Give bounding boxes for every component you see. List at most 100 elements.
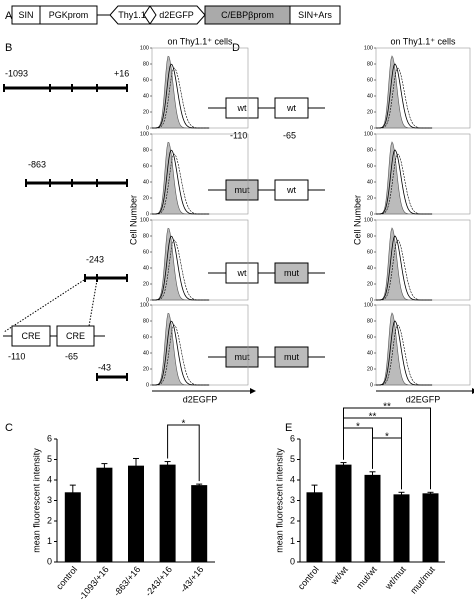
y-tick-label: 20 — [143, 109, 149, 115]
y-tick-label: 4 — [290, 474, 295, 484]
histogram-outline — [152, 149, 209, 215]
histogram-outline — [376, 235, 432, 301]
y-tick-label: 5 — [47, 454, 52, 464]
y-tick-label: 40 — [143, 350, 149, 356]
y-tick-label: 80 — [143, 147, 149, 153]
x-tick-label: mut/wt — [354, 564, 379, 591]
y-tick-label: 100 — [140, 217, 149, 223]
y-tick-label: 0 — [146, 382, 149, 388]
y-tick-label: 2 — [290, 515, 295, 525]
site-box — [274, 97, 309, 119]
histogram-title: on Thy1.1⁺ cells — [390, 36, 456, 46]
site-box — [225, 97, 259, 119]
y-tick-label: 100 — [364, 217, 373, 223]
panel-label: E — [285, 422, 292, 434]
y-tick-label: 2 — [47, 515, 52, 525]
site-box — [274, 262, 309, 284]
significance-bracket — [343, 427, 373, 469]
position-label: -863 — [28, 159, 46, 169]
site-label: mut — [284, 268, 300, 278]
y-tick-label: 20 — [367, 109, 373, 115]
axis-title: Cell Number — [352, 195, 362, 245]
axis-title: mean fluorescent intensity — [31, 448, 41, 553]
y-tick-label: 20 — [367, 281, 373, 287]
site-label: mut — [284, 352, 300, 362]
y-tick-label: 80 — [143, 61, 149, 67]
construct-label: PGKprom — [49, 10, 89, 20]
y-tick-label: 0 — [290, 556, 295, 566]
y-tick-label: 60 — [367, 77, 373, 83]
histogram-outline — [376, 149, 432, 215]
y-tick-label: 3 — [47, 495, 52, 505]
histogram-filled — [152, 55, 210, 129]
significance-label: * — [356, 422, 360, 433]
y-tick-label: 80 — [367, 61, 373, 67]
y-tick-label: 80 — [143, 318, 149, 324]
site-label: mut — [234, 185, 250, 195]
y-tick-label: 1 — [290, 536, 295, 546]
y-tick-label: 0 — [370, 125, 373, 131]
histogram-dashed — [376, 67, 432, 129]
significance-label: * — [181, 419, 185, 430]
y-tick-label: 40 — [143, 93, 149, 99]
cre-label: CRE — [66, 331, 85, 341]
y-tick-label: 3 — [290, 495, 295, 505]
arrow-head — [250, 388, 256, 394]
site-box — [225, 262, 259, 284]
position-label: -65 — [283, 130, 296, 140]
cre-box — [56, 325, 95, 347]
zoom-line — [87, 279, 98, 333]
position-label: -43 — [98, 362, 111, 372]
site-box — [225, 179, 259, 201]
site-label: wt — [237, 268, 247, 278]
y-tick-label: 4 — [47, 474, 52, 484]
bar — [393, 494, 410, 562]
panel-label: A — [5, 10, 13, 22]
site-label: wt — [237, 103, 247, 113]
site-label: wt — [286, 185, 296, 195]
x-tick-label: wt/mut — [383, 564, 409, 592]
y-tick-label: 0 — [370, 211, 373, 217]
y-tick-label: 80 — [367, 318, 373, 324]
construct-element — [39, 5, 98, 25]
y-tick-label: 40 — [143, 179, 149, 185]
construct-element — [149, 5, 206, 25]
construct-element — [289, 5, 341, 25]
site-box — [225, 346, 259, 368]
histogram-dashed — [152, 67, 209, 129]
position-label: -65 — [65, 351, 78, 361]
x-tick-label: control — [296, 564, 321, 591]
construct-label: SIN — [18, 10, 33, 20]
y-tick-label: 60 — [143, 249, 149, 255]
histogram-outline — [152, 63, 209, 129]
x-tick-label: -243/+16 — [143, 564, 174, 598]
significance-label: * — [385, 432, 389, 443]
histogram-outline — [152, 320, 209, 386]
y-tick-label: 0 — [146, 297, 149, 303]
x-tick-label: -1093/+16 — [77, 564, 111, 602]
y-tick-label: 60 — [367, 334, 373, 340]
y-tick-label: 20 — [367, 366, 373, 372]
histogram-dashed — [152, 324, 209, 386]
y-tick-label: 60 — [143, 77, 149, 83]
histogram-filled — [152, 227, 210, 301]
y-tick-label: 0 — [47, 556, 52, 566]
y-tick-label: 0 — [370, 382, 373, 388]
site-box — [274, 346, 309, 368]
y-tick-label: 80 — [143, 233, 149, 239]
y-tick-label: 80 — [367, 147, 373, 153]
x-tick-label: -43/+16 — [178, 564, 205, 594]
y-tick-label: 20 — [367, 195, 373, 201]
axis-title: mean fluorescent intensity — [274, 448, 284, 553]
histogram-dashed — [152, 239, 209, 301]
x-tick-label: control — [54, 564, 79, 591]
histogram-dashed — [376, 153, 432, 215]
histogram-filled — [152, 312, 210, 386]
site-label: wt — [286, 103, 296, 113]
histogram-outline — [376, 320, 432, 386]
y-tick-label: 40 — [367, 179, 373, 185]
y-tick-label: 40 — [143, 265, 149, 271]
axis-title: d2EGFP — [406, 394, 441, 404]
bar — [306, 492, 323, 562]
